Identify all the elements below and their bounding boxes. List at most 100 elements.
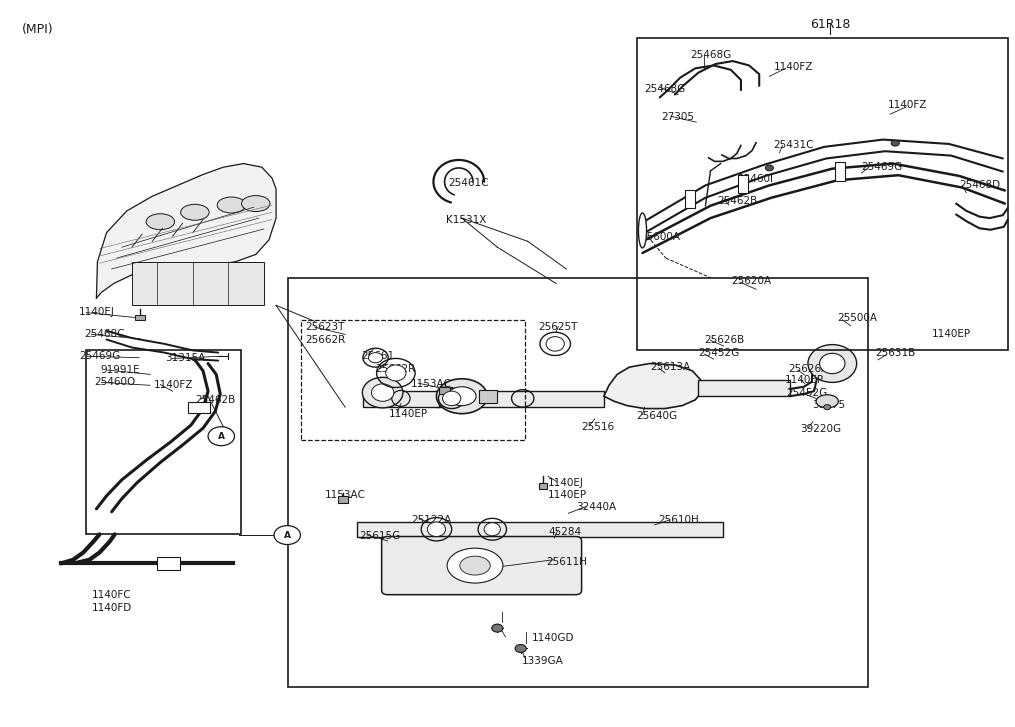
- Text: A: A: [218, 432, 224, 441]
- Polygon shape: [96, 164, 276, 298]
- Text: 1140FZ: 1140FZ: [773, 62, 813, 72]
- Text: 1140EP: 1140EP: [548, 490, 588, 500]
- Bar: [738, 174, 748, 193]
- Text: 1140EJ: 1140EJ: [79, 307, 115, 317]
- Bar: [363, 391, 439, 407]
- Text: (MPI): (MPI): [22, 23, 54, 36]
- Text: 1140GD: 1140GD: [532, 632, 574, 643]
- Ellipse shape: [765, 165, 773, 171]
- Text: 25516: 25516: [582, 422, 615, 432]
- Bar: [439, 387, 450, 394]
- Text: 1140EP: 1140EP: [785, 375, 824, 385]
- Text: 27305: 27305: [661, 112, 694, 122]
- Text: 25610H: 25610H: [659, 515, 699, 525]
- Text: 25468C: 25468C: [84, 329, 125, 340]
- Text: 25431C: 25431C: [773, 140, 814, 150]
- Text: 25500A: 25500A: [837, 313, 877, 323]
- Text: 45284: 45284: [548, 527, 582, 537]
- Bar: [436, 391, 604, 407]
- Text: 25468G: 25468G: [690, 49, 732, 60]
- Polygon shape: [604, 364, 702, 409]
- Ellipse shape: [516, 644, 526, 653]
- Text: 25620A: 25620A: [731, 276, 771, 286]
- Ellipse shape: [891, 140, 899, 146]
- Ellipse shape: [386, 365, 406, 381]
- Text: 1153AC: 1153AC: [411, 379, 452, 389]
- Bar: [479, 390, 497, 403]
- Text: 25468D: 25468D: [959, 180, 1001, 190]
- Bar: [357, 522, 723, 537]
- Ellipse shape: [427, 522, 446, 537]
- Text: 25631B: 25631B: [875, 348, 916, 358]
- Text: 61R18: 61R18: [810, 18, 851, 31]
- Ellipse shape: [819, 353, 844, 374]
- Ellipse shape: [460, 556, 490, 575]
- Bar: [157, 557, 180, 570]
- Text: 25625T: 25625T: [538, 322, 578, 332]
- Ellipse shape: [242, 196, 270, 212]
- Circle shape: [274, 526, 300, 545]
- Text: 1140EP: 1140EP: [932, 329, 971, 340]
- Text: 1140EJ: 1140EJ: [548, 478, 584, 488]
- Text: 25623T: 25623T: [306, 322, 345, 332]
- Bar: [539, 483, 547, 489]
- Ellipse shape: [181, 204, 209, 220]
- Text: A: A: [284, 531, 290, 539]
- Text: 1140EP: 1140EP: [389, 409, 428, 419]
- Ellipse shape: [217, 197, 246, 213]
- Bar: [685, 190, 695, 208]
- Text: 1140FZ: 1140FZ: [888, 100, 928, 110]
- Text: 91991E: 91991E: [100, 365, 140, 375]
- Text: 1140FZ: 1140FZ: [154, 380, 194, 390]
- Text: 1339GA: 1339GA: [522, 656, 563, 666]
- Bar: [698, 380, 790, 396]
- Text: 25613A: 25613A: [651, 362, 691, 372]
- Text: 25662R: 25662R: [376, 364, 416, 374]
- Ellipse shape: [443, 391, 461, 406]
- Bar: [835, 162, 845, 180]
- Text: 25615G: 25615G: [359, 531, 401, 541]
- Ellipse shape: [362, 377, 403, 408]
- Ellipse shape: [436, 379, 487, 414]
- Text: K1531X: K1531X: [446, 215, 486, 225]
- Text: 25662R: 25662R: [306, 335, 346, 345]
- Text: 1140FD: 1140FD: [91, 603, 132, 614]
- Bar: [132, 262, 264, 305]
- Ellipse shape: [484, 523, 500, 536]
- Text: 25462B: 25462B: [718, 196, 758, 206]
- Ellipse shape: [546, 337, 564, 351]
- Text: 39220G: 39220G: [800, 424, 841, 434]
- Ellipse shape: [638, 213, 647, 248]
- Text: 25626A: 25626A: [789, 364, 829, 374]
- Text: 25460O: 25460O: [94, 377, 136, 387]
- Text: 25452G: 25452G: [698, 348, 740, 358]
- Text: 25452G: 25452G: [787, 387, 828, 398]
- Bar: [135, 315, 145, 320]
- Text: 25468G: 25468G: [645, 84, 686, 94]
- Text: 1140FC: 1140FC: [91, 590, 131, 600]
- Bar: [301, 320, 525, 440]
- Ellipse shape: [491, 624, 502, 632]
- Text: 25122A: 25122A: [411, 515, 452, 525]
- FancyBboxPatch shape: [382, 537, 582, 595]
- Text: 25661: 25661: [361, 350, 395, 361]
- Text: 25469G: 25469G: [862, 162, 903, 172]
- Ellipse shape: [371, 384, 394, 401]
- Text: 25462B: 25462B: [195, 395, 235, 405]
- Bar: [188, 402, 210, 413]
- Text: 39275: 39275: [812, 400, 845, 410]
- Ellipse shape: [368, 353, 383, 363]
- Ellipse shape: [823, 404, 830, 410]
- Bar: [86, 350, 241, 534]
- Ellipse shape: [447, 548, 503, 583]
- Text: 25611H: 25611H: [546, 557, 587, 567]
- Text: 25469G: 25469G: [79, 351, 121, 361]
- Text: 25640G: 25640G: [636, 411, 678, 421]
- Circle shape: [208, 427, 234, 446]
- Ellipse shape: [816, 395, 838, 408]
- Text: 25600A: 25600A: [640, 232, 680, 242]
- Bar: [338, 496, 348, 503]
- Ellipse shape: [808, 345, 857, 382]
- Text: 31315A: 31315A: [165, 353, 206, 364]
- Text: 25460I: 25460I: [737, 174, 772, 184]
